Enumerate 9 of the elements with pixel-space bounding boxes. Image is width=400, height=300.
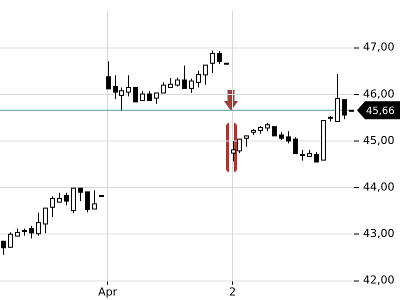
- y-tick-label: 43,00: [363, 227, 394, 240]
- x-tick-label: 2: [229, 285, 236, 298]
- ref-line-label: 45,66: [366, 106, 395, 117]
- y-tick-label: 45,00: [363, 134, 394, 147]
- x-tick-label: Apr: [98, 285, 118, 298]
- y-tick-label: 46,00: [363, 87, 394, 100]
- y-tick-label: 42,00: [363, 274, 394, 287]
- y-tick-label: 44,00: [363, 180, 394, 194]
- y-tick-label: 47,00: [363, 40, 394, 54]
